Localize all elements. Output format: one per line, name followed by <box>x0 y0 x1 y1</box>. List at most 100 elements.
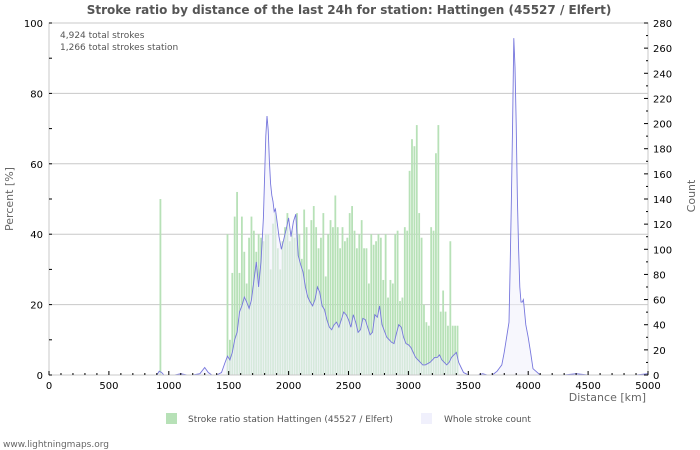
y-left-tick-label: 60 <box>30 160 43 171</box>
ratio-bar <box>430 227 433 375</box>
y-right-tick-label: 100 <box>653 245 672 256</box>
x-tick-label: 1500 <box>216 381 241 392</box>
y-right-tick-label: 0 <box>653 371 659 382</box>
legend: Stroke ratio station Hattingen (45527 / … <box>166 413 531 425</box>
ratio-bar <box>365 248 368 375</box>
ratio-bar <box>363 248 365 375</box>
x-tick-label: 500 <box>99 381 118 392</box>
ratio-bar <box>344 241 346 375</box>
ratio-bar <box>240 216 243 375</box>
ratio-bar <box>408 170 411 375</box>
y-left-tick-label: 40 <box>30 230 43 241</box>
legend-swatch-count <box>421 413 432 424</box>
ratio-bar <box>358 234 361 375</box>
ratio-bar <box>312 206 315 375</box>
ratio-bar <box>456 325 459 375</box>
ratio-bar <box>415 125 418 375</box>
ratio-bar <box>449 241 452 375</box>
ratio-bar <box>159 199 162 375</box>
y-right-tick-label: 120 <box>653 220 672 231</box>
x-tick-label: 1000 <box>156 381 181 392</box>
ratio-bar <box>322 213 325 375</box>
ratio-bar <box>334 195 337 375</box>
ratio-bar <box>420 237 423 375</box>
y-right-tick-label: 180 <box>653 145 672 156</box>
x-tick-label: 2500 <box>336 381 361 392</box>
y-axis-left-title: Percent [%] <box>3 167 16 231</box>
total-strokes-text: 4,924 total strokes <box>60 31 145 41</box>
ratio-bar <box>370 234 373 375</box>
y-right-tick-label: 60 <box>653 296 666 307</box>
y-left-tick-label: 20 <box>30 301 43 312</box>
y-right-tick-label: 220 <box>653 94 672 105</box>
ratio-bar <box>447 325 449 375</box>
legend-label-count: Whole stroke count <box>444 415 531 425</box>
footer-credit: www.lightningmaps.org <box>3 440 109 450</box>
total-strokes-station-text: 1,266 total strokes station <box>60 43 178 53</box>
ratio-bar <box>355 248 358 375</box>
ratio-bar <box>353 230 356 375</box>
ratio-bar <box>437 125 440 375</box>
x-tick-label: 2000 <box>276 381 301 392</box>
ratio-bar <box>411 139 413 375</box>
y-axis-right: 0 20 40 60 80 100 120 140 160 180 200 220 240 260 280 <box>644 19 672 382</box>
ratio-bar <box>360 220 363 375</box>
x-axis: 0 500 1000 1500 2000 2500 3000 3500 4000 4500 5000 <box>46 371 661 392</box>
x-tick-label: 0 <box>46 381 52 392</box>
x-tick-label: 3500 <box>456 381 481 392</box>
ratio-bar <box>389 279 392 375</box>
y-axis-right-title: Count <box>685 179 698 212</box>
ratio-bar <box>435 153 437 375</box>
y-right-tick-label: 40 <box>653 321 666 332</box>
x-tick-label: 4500 <box>575 381 600 392</box>
y-right-tick-label: 260 <box>653 44 672 55</box>
y-left-tick-label: 0 <box>37 371 43 382</box>
ratio-bar <box>444 311 447 375</box>
ratio-bar <box>418 213 421 375</box>
ratio-bar <box>394 234 397 375</box>
ratio-bar <box>454 325 457 375</box>
count-line <box>49 38 649 376</box>
ratio-bar <box>377 234 380 375</box>
ratio-bar <box>226 234 229 375</box>
count-area-fill <box>49 38 648 375</box>
y-right-tick-label: 280 <box>653 19 672 30</box>
ratio-bar <box>387 297 389 375</box>
y-right-tick-label: 240 <box>653 69 672 80</box>
ratio-bar <box>425 322 428 375</box>
ratio-bar <box>329 220 332 375</box>
ratio-bar <box>233 216 236 375</box>
ratio-bar <box>396 230 399 375</box>
ratio-bar <box>310 220 313 375</box>
ratio-bar <box>236 191 238 375</box>
ratio-bar <box>231 272 234 375</box>
ratio-bar <box>375 241 377 375</box>
ratio-bar <box>367 283 370 375</box>
y-axis-left: 0 20 40 60 80 100 <box>24 19 52 382</box>
ratio-bar <box>379 237 382 375</box>
ratio-bar <box>403 227 406 375</box>
y-left-tick-label: 100 <box>24 19 43 30</box>
chart-title: Stroke ratio by distance of the last 24h… <box>87 3 612 17</box>
ratio-bar <box>327 234 330 375</box>
ratio-bar <box>336 227 339 375</box>
ratio-bar <box>413 146 416 375</box>
ratio-bar <box>451 325 454 375</box>
ratio-bar <box>384 234 387 375</box>
grid-lines <box>49 92 648 306</box>
ratio-bar <box>391 283 394 375</box>
y-right-tick-label: 20 <box>653 346 666 357</box>
ratio-bar <box>439 311 442 375</box>
count-area <box>49 38 649 376</box>
legend-swatch-ratio <box>166 413 177 424</box>
y-right-tick-label: 200 <box>653 120 672 131</box>
ratio-bar <box>406 230 409 375</box>
ratio-bar <box>372 244 375 375</box>
ratio-bar <box>423 304 425 375</box>
ratio-bar <box>442 290 445 375</box>
ratio-bar <box>351 206 353 375</box>
x-tick-label: 4000 <box>515 381 540 392</box>
ratio-bar <box>346 237 349 375</box>
ratio-bar <box>348 213 351 375</box>
